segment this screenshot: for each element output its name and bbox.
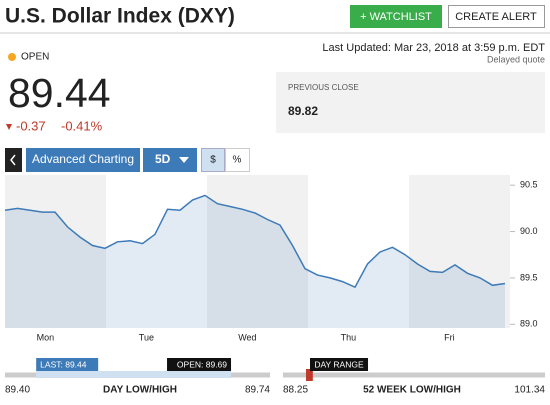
chevron-icon [10, 154, 16, 166]
y-tick-label: 90.0 [520, 226, 538, 236]
button-label: Advanced Charting [32, 152, 134, 166]
back-button[interactable] [5, 148, 22, 172]
chart: Mon Tue Wed Thu Fri 89.5 89.0 90.0 90.5 [4, 175, 538, 342]
price: 89.44 [8, 70, 111, 116]
advanced-charting-button[interactable]: Advanced Charting [26, 148, 140, 172]
page-title: U.S. Dollar Index (DXY) [5, 5, 235, 28]
button-bg [448, 5, 545, 28]
delayed-note: Delayed quote [487, 54, 545, 64]
day-title: DAY LOW/HIGH [103, 385, 177, 396]
watchlist-button[interactable]: + WATCHLIST [350, 5, 442, 28]
day-band [409, 175, 510, 328]
period-dropdown[interactable]: 5D [143, 148, 197, 172]
button-bg [350, 5, 442, 28]
week-high: 101.34 [514, 385, 545, 396]
week-low: 88.25 [283, 385, 308, 396]
open-tag [167, 358, 232, 371]
sun-icon [8, 53, 16, 61]
y-tick-label: 90.5 [520, 180, 538, 190]
day-fill [36, 371, 232, 378]
x-tick-label: Fri [444, 332, 455, 342]
button-bg [143, 148, 197, 172]
button-bg [201, 148, 225, 172]
day-range-label: DAY RANGE [314, 359, 364, 369]
button-bg [5, 148, 22, 172]
ranges: LAST: 89.44 OPEN: 89.69 89.40 DAY LOW/HIGH 8… [5, 358, 545, 396]
day-low: 89.40 [5, 385, 30, 396]
button-bg [225, 148, 250, 172]
last-tag [36, 358, 99, 371]
x-tick-label: Wed [238, 332, 256, 342]
day-band [207, 175, 308, 328]
area [5, 195, 505, 328]
x-tick-label: Mon [37, 332, 55, 342]
button-label: 5D [155, 152, 171, 166]
day-high: 89.74 [245, 385, 270, 396]
button-label: CREATE ALERT [455, 11, 537, 23]
y-tick-label: 89.5 [520, 272, 538, 282]
market-status: OPEN [21, 52, 49, 63]
previous-close: 89.82 [288, 104, 318, 118]
week-title: 52 WEEK LOW/HIGH [363, 385, 461, 396]
percent-toggle[interactable]: % [225, 148, 250, 172]
day-band [308, 175, 409, 328]
dropdown-icon [179, 157, 189, 163]
currency-toggle[interactable]: $ [201, 148, 225, 172]
day-range-tag [310, 358, 369, 371]
x-tick-label: Thu [341, 332, 357, 342]
line [4, 194, 506, 289]
button-bg [26, 148, 140, 172]
alert-button[interactable]: CREATE ALERT [448, 5, 545, 28]
button-label: $ [210, 155, 216, 166]
last-updated: Last Updated: Mar 23, 2018 at 3:59 p.m. … [322, 42, 545, 54]
day-band [106, 175, 207, 328]
change: -0.37 [16, 118, 46, 133]
change-percent: -0.41% [61, 118, 103, 133]
y-tick-label: 89.0 [520, 319, 538, 329]
down-icon [6, 124, 12, 130]
x-tick-label: Tue [139, 332, 154, 342]
button-label: + WATCHLIST [360, 11, 432, 23]
button-label: % [233, 155, 242, 166]
previous-close-label: PREVIOUS CLOSE [288, 83, 359, 92]
previous-close-box [276, 72, 545, 133]
last-label: LAST: 89.44 [40, 359, 87, 369]
day-range-marker [306, 369, 313, 381]
day-band [5, 175, 106, 328]
open-label: OPEN: 89.69 [177, 359, 227, 369]
